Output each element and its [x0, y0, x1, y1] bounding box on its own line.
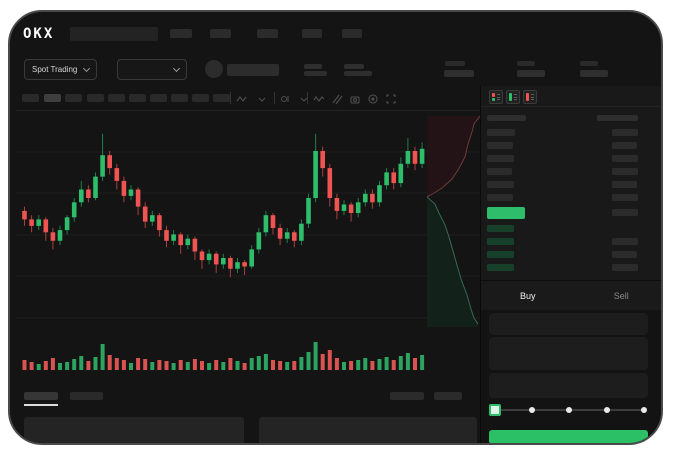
timeframe-button-placeholder[interactable] — [65, 94, 82, 102]
timeframe-button-placeholder[interactable] — [129, 94, 146, 102]
timeframe-button-placeholder[interactable] — [192, 94, 209, 102]
ask-row[interactable] — [487, 129, 638, 142]
bid-row[interactable] — [487, 238, 638, 251]
last-price-placeholder — [227, 64, 279, 76]
timeframe-button-placeholder[interactable] — [150, 94, 167, 102]
timeframe-button-placeholder[interactable] — [171, 94, 188, 102]
nav-item-placeholder[interactable] — [170, 29, 192, 38]
indicator-icon[interactable] — [280, 92, 292, 104]
orderbook-price-header-placeholder — [487, 115, 526, 121]
slider-stop[interactable] — [566, 407, 572, 413]
wave-line-icon[interactable] — [313, 92, 325, 104]
bottom-action-placeholder[interactable] — [434, 392, 462, 400]
pair-selector[interactable] — [117, 59, 187, 80]
candlestick-zigzag-icon[interactable] — [236, 92, 248, 104]
slider-stop[interactable] — [641, 407, 647, 413]
stat-value-placeholder — [344, 71, 372, 76]
camera-icon[interactable] — [349, 92, 361, 104]
last-amount-placeholder — [612, 209, 638, 216]
nav-item-placeholder[interactable] — [210, 29, 231, 38]
chevron-down-icon[interactable] — [256, 92, 268, 104]
nav-item-placeholder[interactable] — [302, 29, 322, 38]
orderbook-bids[interactable] — [487, 225, 638, 277]
timeframe-button-placeholder[interactable] — [213, 94, 230, 102]
amount-input[interactable] — [489, 337, 648, 370]
orderbook-divider — [481, 106, 661, 107]
bottom-tab-underline — [24, 404, 58, 406]
percent-slider[interactable] — [489, 404, 649, 418]
stat-value-placeholder — [444, 70, 474, 77]
stat-value-placeholder — [517, 70, 545, 77]
nav-item-placeholder[interactable] — [257, 29, 278, 38]
book-bids-icon[interactable] — [506, 90, 520, 104]
chevron-down-icon[interactable] — [298, 92, 310, 104]
timeframe-button-placeholder[interactable] — [22, 94, 39, 102]
book-combined-icon[interactable] — [489, 90, 503, 104]
orderbook-trade-panel: Buy Sell — [480, 86, 661, 443]
bottom-panel-placeholder — [259, 417, 477, 443]
bid-row[interactable] — [487, 264, 638, 277]
tab-buy[interactable]: Buy — [519, 291, 536, 301]
depth-profile — [426, 112, 481, 332]
trend-ruler-icon[interactable] — [331, 92, 343, 105]
price-input[interactable] — [489, 313, 648, 335]
app-window: OKX Spot Trading — [8, 10, 663, 445]
bottom-action-placeholder[interactable] — [390, 392, 424, 400]
ask-row[interactable] — [487, 142, 638, 155]
last-price-bar[interactable] — [487, 207, 525, 219]
orderbook-amount-header-placeholder — [597, 115, 638, 121]
stat-label-placeholder — [344, 64, 364, 69]
slider-handle[interactable] — [489, 404, 501, 416]
chevron-down-icon — [172, 64, 181, 73]
target-ring-icon[interactable] — [367, 92, 379, 104]
ask-row[interactable] — [487, 155, 638, 168]
stat-label-placeholder — [580, 61, 598, 66]
ask-row[interactable] — [487, 168, 638, 181]
slider-stop[interactable] — [528, 407, 535, 413]
stat-value-placeholder — [304, 71, 327, 76]
bid-row[interactable] — [487, 225, 638, 238]
timeframe-button-placeholder[interactable] — [87, 94, 104, 102]
orderbook-asks[interactable] — [487, 129, 638, 207]
stat-label-placeholder — [304, 64, 322, 69]
stat-value-placeholder — [580, 70, 608, 77]
buy-submit-button[interactable] — [489, 430, 648, 443]
toolbar-divider — [230, 92, 231, 104]
bottom-tab-placeholder[interactable] — [70, 392, 103, 400]
bid-row[interactable] — [487, 251, 638, 264]
book-asks-icon[interactable] — [523, 90, 537, 104]
toolbar-divider — [307, 92, 308, 104]
pair-coin-icon — [205, 60, 223, 78]
timeframe-button-placeholder[interactable] — [108, 94, 125, 102]
stat-label-placeholder — [445, 61, 465, 66]
chevron-down-icon — [82, 64, 91, 73]
ask-row[interactable] — [487, 181, 638, 194]
nav-item-placeholder[interactable] — [342, 29, 362, 38]
trade-tabs: Buy Sell — [481, 280, 661, 311]
expand-icon[interactable] — [385, 92, 397, 104]
bottom-panel-placeholder — [24, 417, 244, 443]
nav-search-placeholder[interactable] — [70, 27, 158, 41]
bottom-tab-active-placeholder[interactable] — [24, 392, 58, 400]
volume-pane — [16, 338, 480, 377]
stat-label-placeholder — [517, 61, 535, 66]
candlestick-chart — [16, 133, 480, 319]
toolbar-divider — [274, 92, 275, 104]
market-type-label: Spot Trading — [32, 65, 78, 74]
timeframe-button-placeholder[interactable] — [44, 94, 61, 102]
total-input[interactable] — [489, 373, 648, 398]
okx-logo: OKX — [23, 26, 55, 42]
tab-sell[interactable]: Sell — [613, 291, 629, 301]
slider-stop[interactable] — [603, 407, 610, 413]
market-type-selector[interactable]: Spot Trading — [24, 59, 97, 80]
chart-canvas[interactable] — [16, 110, 480, 333]
ask-row[interactable] — [487, 194, 638, 207]
